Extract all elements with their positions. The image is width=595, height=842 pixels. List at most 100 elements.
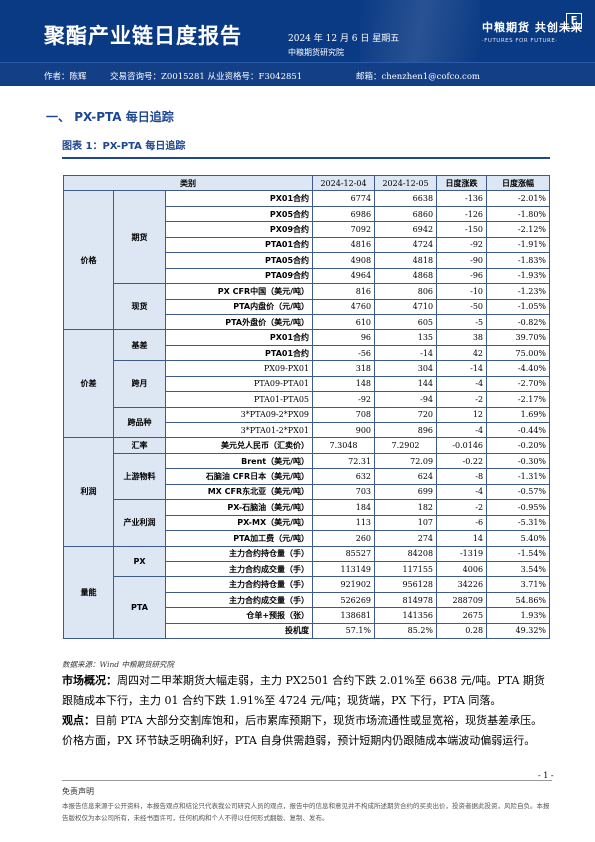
group-capacity: 量能 [63,545,114,640]
row-label: PTA内盘价（元/吨） [164,298,314,315]
header-date-1: 2024-12-04 [312,174,376,192]
cell-pct: -2.70% [486,375,551,393]
table-row: PTA01合约 -56 -14 42 75.00% [64,344,551,362]
cell-change: -92 [436,236,488,254]
market-overview-paragraph: 市场概况：周四对二甲苯期货大幅走弱，主力 PX2501 合约下跌 2.01%至 … [62,671,552,711]
cell-value: 900 [312,421,376,439]
cell-change: -2 [436,391,488,408]
cell-pct: 5.40% [486,530,551,547]
author-email: 邮箱：chenzhen1@cofco.com [356,72,480,82]
cell-pct: -0.57% [486,483,551,501]
cell-change: -96 [436,267,488,285]
cell-change: -1319 [436,545,488,562]
cell-pct: -1.23% [486,283,551,300]
subgroup-basis: 基差 [113,329,166,362]
row-label: 3*PTA09-2*PX09 [164,406,314,424]
disclaimer-text: 本报告信息来源于公开资料，本报告观点和结论只代表我公司研究人员的观点，报告中的信… [62,802,550,822]
table-row: 上游物料 Brent（美元/吨） 72.31 72.09 -0.22 -0.30… [64,452,551,501]
cell-value: 7.2902 [374,437,438,454]
cell-change: -0.0146 [436,437,488,454]
subgroup-spot: 现货 [113,283,166,331]
section-number: 一、 [46,110,71,124]
cell-value: 896 [374,421,438,439]
cell-change: -150 [436,221,488,238]
cell-value: 72.31 [312,452,376,470]
author-license: 交易咨询号：Z0015281 从业资格号：F3042851 [110,72,303,82]
cell-value: -14 [374,344,438,362]
cell-change: -6 [436,514,488,532]
cell-value: 85.2% [374,622,438,640]
cell-value: 96 [312,329,376,346]
cell-value: 4710 [374,298,438,315]
row-label: PTA05合约 [164,252,314,269]
cell-change: -90 [436,252,488,269]
view-text: 目前 PTA 大部分交割库饱和，后市累库预期下，现货市场流通性或显宽裕，现货基差… [62,714,543,747]
cell-pct: -2.17% [486,391,551,408]
table-row: 石脑油 CFR日本（美元/吨） 632 624 -8 -1.31% [64,468,551,485]
subgroup-cross: 跨品种 [113,406,166,439]
subgroup-upstream: 上游物料 [113,452,166,501]
table-row: 跨月 PX09-PX01 318 304 -14 -4.40% [64,360,551,408]
table-row: 跨品种 3*PTA09-2*PX09 708 720 12 1.69% [64,406,551,439]
table-row: PTA内盘价（元/吨） 4760 4710 -50 -1.05% [64,298,551,315]
table-row: 量能 PX 主力合约持仓量（手） 85527 84208 -1319 -1.54… [63,545,551,640]
market-overview-label: 市场概况： [62,674,117,687]
table-row: PTA09合约 4964 4868 -96 -1.93% [64,267,551,285]
row-label: Brent（美元/吨） [164,452,314,470]
row-label: PX-MX（美元/吨） [164,514,314,532]
row-label: 主力合约持仓量（手） [164,576,314,593]
view-label: 观点： [62,714,95,727]
table-header-row: 类别 2024-12-04 2024-12-05 日度涨跌 日度涨幅 [62,174,551,192]
cell-pct: 75.00% [486,344,551,362]
cell-value: 632 [312,468,376,485]
cell-value: 260 [312,530,376,547]
row-label: PX05合约 [164,205,314,223]
cell-change: 0.28 [436,622,488,640]
header-decoration [360,0,480,62]
table-row: PTA05合约 4908 4818 -90 -1.83% [64,252,551,269]
cell-value: 6638 [374,190,438,207]
group-spread: 价差 [63,329,114,439]
cell-pct: -2.12% [486,221,551,238]
cell-value: 699 [374,483,438,501]
cell-change: -14 [436,360,488,377]
row-label: 主力合约成交量（手） [164,591,314,609]
cell-value: -92 [312,391,376,408]
cell-value: 921902 [312,576,376,593]
cell-value: 4724 [374,236,438,254]
cell-pct: -1.31% [486,468,551,485]
table-row: PTA外盘价（美元/吨） 610 605 -5 -0.82% [64,313,551,331]
header-daily-change: 日度涨跌 [436,174,488,192]
cell-value: 4816 [312,236,376,254]
cell-value: 148 [312,375,376,393]
cell-pct: -1.91% [486,236,551,254]
row-label: PX09合约 [164,221,314,238]
row-label: PX01合约 [164,329,314,346]
cell-pct: 3.54% [486,560,551,578]
row-label: PTA01合约 [164,236,314,254]
cell-change: -4 [436,483,488,501]
cell-value: 72.09 [374,452,438,470]
cell-value: 4908 [312,252,376,269]
subgroup-industry-profit: 产业利润 [113,499,166,547]
row-label: PTA加工费（元/吨） [164,530,314,547]
table-row: PX09合约 7092 6942 -150 -2.12% [64,221,551,238]
cell-change: -5 [436,313,488,331]
cell-change: 42 [436,344,488,362]
cell-change: -136 [436,190,488,207]
cell-change: -4 [436,421,488,439]
cell-change: 14 [436,530,488,547]
header-date-2: 2024-12-05 [374,174,438,192]
table-row: PTA01合约 4816 4724 -92 -1.91% [64,236,551,254]
subgroup-px: PX [113,545,166,578]
author-bar: 作者：陈辉 交易咨询号：Z0015281 从业资格号：F3042851 邮箱：c… [0,62,595,86]
disclaimer-title: 免责声明 [62,787,94,796]
row-label: PTA01-PTA05 [164,391,314,408]
table-row: PX05合约 6986 6860 -126 -1.80% [64,205,551,223]
table-row: 现货 PX CFR中国（美元/吨） 816 806 -10 -1.23% [64,283,551,331]
cell-pct: -1.83% [486,252,551,269]
cell-pct: 54.86% [486,591,551,609]
cell-value: 4760 [312,298,376,315]
cell-change: 12 [436,406,488,424]
row-label: 石脑油 CFR日本（美元/吨） [164,468,314,485]
